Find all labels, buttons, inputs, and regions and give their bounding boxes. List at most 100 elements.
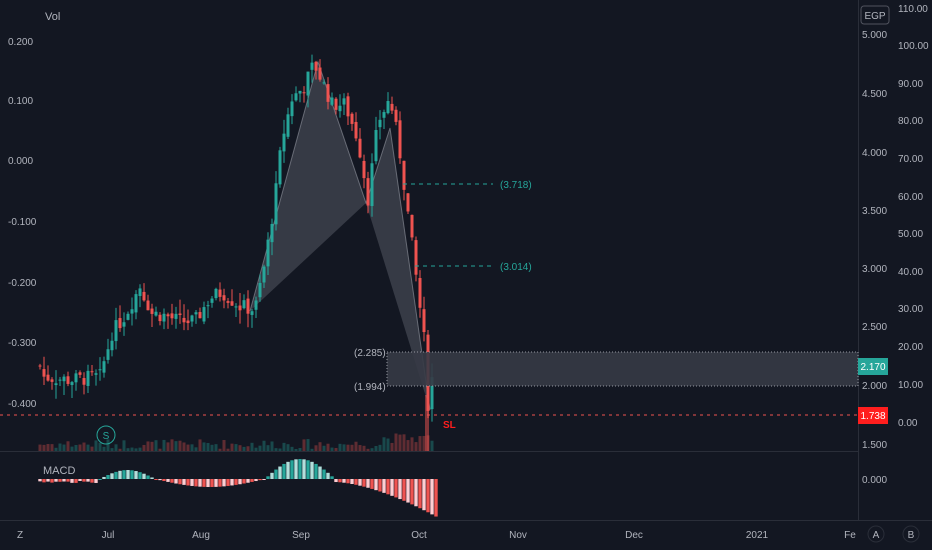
macd-bar bbox=[198, 479, 202, 487]
candle-body bbox=[286, 114, 290, 137]
time-axis-label: Nov bbox=[509, 530, 527, 541]
volume-bar bbox=[222, 439, 226, 451]
volume-bar bbox=[394, 433, 398, 451]
volume-bar bbox=[350, 444, 354, 451]
volume-bar bbox=[198, 439, 202, 451]
volume-bar bbox=[398, 434, 402, 451]
stop-price-value: 1.738 bbox=[860, 411, 885, 422]
candle-body bbox=[362, 160, 366, 179]
candle-body bbox=[346, 96, 350, 117]
macd-bar bbox=[106, 475, 110, 479]
volume-bar bbox=[90, 446, 94, 451]
volume-bar bbox=[214, 444, 218, 451]
candle-body bbox=[422, 309, 426, 333]
volume-axis-tick: 40.00 bbox=[898, 267, 923, 278]
volume-axis-tick: 10.00 bbox=[898, 380, 923, 391]
price-axis-tick: 2.000 bbox=[862, 381, 887, 392]
volume-bar bbox=[110, 448, 114, 451]
macd-bar bbox=[294, 459, 298, 479]
time-axis[interactable]: Jul Aug Sep Oct Nov Dec 2021 Fe bbox=[102, 530, 857, 541]
candle-body bbox=[186, 320, 190, 324]
left-axis-tick: 0.200 bbox=[8, 37, 33, 48]
candle-body bbox=[230, 301, 234, 306]
macd-bar bbox=[254, 479, 258, 482]
macd-bar bbox=[366, 479, 370, 488]
volume-bar bbox=[258, 445, 262, 451]
macd-bar bbox=[354, 479, 358, 485]
candle-body bbox=[378, 119, 382, 128]
entry-zone[interactable] bbox=[386, 351, 859, 387]
candle-body bbox=[294, 93, 298, 101]
volume-bar bbox=[358, 445, 362, 451]
volume-bar bbox=[270, 441, 274, 451]
volume-bar bbox=[94, 440, 98, 451]
candle-body bbox=[118, 318, 122, 329]
volume-axis-tick: 90.00 bbox=[898, 79, 923, 90]
candle-body bbox=[390, 103, 394, 111]
candle-body bbox=[410, 214, 414, 238]
auto-scale-button[interactable] bbox=[867, 525, 885, 543]
pattern-triangle-bcd bbox=[366, 128, 430, 410]
volume-bar bbox=[118, 448, 122, 451]
candle-body bbox=[386, 101, 390, 114]
macd-bar bbox=[178, 479, 182, 485]
volume-bar bbox=[138, 447, 142, 451]
macd-bar bbox=[118, 470, 122, 479]
volume-bar bbox=[302, 439, 306, 451]
macd-bar bbox=[322, 469, 326, 479]
macd-bar bbox=[270, 472, 274, 479]
macd-bar bbox=[42, 479, 46, 483]
candle-body bbox=[74, 373, 78, 383]
candle-body bbox=[406, 193, 410, 212]
volume-indicator-label[interactable]: Vol bbox=[45, 11, 60, 23]
volume-bar bbox=[310, 448, 314, 451]
zone-bottom-label: (1.994) bbox=[354, 382, 386, 393]
macd-bar bbox=[158, 479, 162, 481]
signal-marker-label: S bbox=[103, 431, 110, 442]
macd-bar bbox=[282, 463, 286, 479]
stop-price-badge bbox=[858, 407, 888, 424]
macd-bar bbox=[94, 479, 98, 483]
macd-bar bbox=[402, 479, 406, 501]
macd-indicator-label[interactable]: MACD bbox=[43, 465, 75, 477]
price-axis-tick: 3.000 bbox=[862, 264, 887, 275]
candle-body bbox=[238, 305, 242, 311]
volume-bar bbox=[130, 447, 134, 451]
volume-bar bbox=[326, 443, 330, 451]
candle-body bbox=[114, 320, 118, 342]
settings-button[interactable] bbox=[902, 525, 920, 543]
macd-bar bbox=[190, 479, 194, 486]
macd-bar bbox=[234, 479, 238, 485]
currency-label: EGP bbox=[864, 11, 885, 22]
volume-bar bbox=[206, 443, 210, 451]
candle-body bbox=[354, 121, 358, 139]
volume-bar bbox=[38, 444, 42, 451]
candle-body bbox=[142, 291, 146, 301]
candle-body bbox=[338, 105, 342, 112]
macd-bar bbox=[238, 479, 242, 485]
time-axis-label: 2021 bbox=[746, 530, 769, 541]
candle-body bbox=[358, 138, 362, 158]
volume-bar bbox=[418, 436, 422, 451]
volume-axis-tick: 50.00 bbox=[898, 229, 923, 240]
price-axis[interactable]: 5.000 4.500 4.000 3.500 3.000 2.500 2.00… bbox=[862, 30, 887, 451]
signal-marker-icon[interactable] bbox=[96, 425, 116, 445]
candle-body bbox=[374, 130, 378, 162]
currency-badge[interactable] bbox=[860, 5, 890, 25]
macd-bar bbox=[310, 461, 314, 479]
macd-bar bbox=[226, 479, 230, 486]
candle-body bbox=[282, 133, 286, 152]
volume-bar bbox=[322, 445, 326, 451]
candle-body bbox=[210, 298, 214, 303]
macd-bar bbox=[114, 471, 118, 479]
zoom-reset-icon[interactable]: Z bbox=[17, 530, 23, 541]
volume-bar bbox=[246, 446, 250, 451]
macd-bar bbox=[162, 479, 166, 482]
candle-body bbox=[182, 317, 186, 323]
macd-bar bbox=[386, 479, 390, 495]
volume-bar bbox=[202, 442, 206, 451]
volume-axis[interactable]: 110.00 100.00 90.00 80.00 70.00 60.00 50… bbox=[898, 4, 929, 429]
time-axis-label: Aug bbox=[192, 530, 210, 541]
candle-body bbox=[154, 311, 158, 316]
